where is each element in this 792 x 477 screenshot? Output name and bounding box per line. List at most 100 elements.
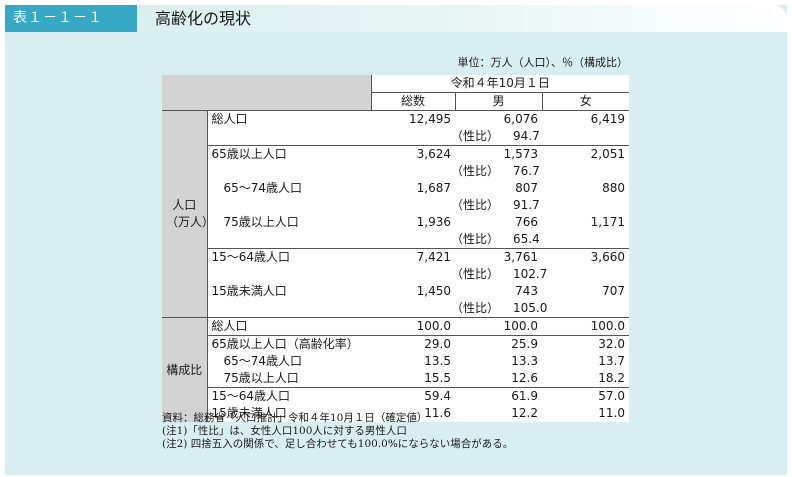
header-blank-cell xyxy=(162,75,371,111)
ratio-female-blank xyxy=(542,231,629,249)
sex-ratio-cell: （性比） 102.7 xyxy=(451,266,547,283)
col-header-total: 総数 xyxy=(370,92,455,111)
ratio-row: （性比） 76.7 xyxy=(162,163,629,180)
note-2: (注2) 四捨五入の関係で、足し合わせても100.0%にならない場合がある。 xyxy=(162,438,514,450)
female-value: 3,660 xyxy=(542,248,630,266)
row-label: 15～64歳人口 xyxy=(207,248,371,283)
female-value: 6,419 xyxy=(590,112,626,126)
date-header: 令和４年10月１日 xyxy=(370,75,630,93)
group-label-line2: （万人） xyxy=(166,215,215,229)
sex-ratio-cell: （性比） 91.7 xyxy=(451,197,542,214)
female-value: 11.0 xyxy=(598,406,626,420)
row-label: 15～64歳人口 xyxy=(207,387,371,405)
table-row: 65～74歳人口 1,687 807 880 xyxy=(162,180,629,214)
ratio-row: （性比） 94.7 xyxy=(162,128,629,146)
table-row: 65～74歳人口 13.5 13.3 13.7 xyxy=(162,353,629,370)
table-row: 65歳以上人口 3,624 1,573 2,051 xyxy=(162,145,630,180)
sex-ratio-value: 105.0 xyxy=(513,301,548,315)
row-label: 65歳以上人口（高齢化率） xyxy=(207,335,371,353)
note-source: 資料：総務省「人口推計」令和４年10月１日（確定値） xyxy=(162,412,428,424)
ratio-total-blank xyxy=(371,266,455,283)
table-row: 15～64歳人口 7,421 3,761 3,660 xyxy=(162,248,630,283)
total-value: 11.6 xyxy=(424,406,451,420)
table-notes: 資料：総務省「人口推計」令和４年10月１日（確定値） (注1)「性比」は、女性人… xyxy=(162,412,513,451)
female-value: 13.7 xyxy=(598,354,626,368)
figure-header: 表１－１－１ 高齢化の現状 xyxy=(5,5,787,32)
sex-ratio-label: （性比） xyxy=(451,232,500,246)
female-value: 32.0 xyxy=(542,335,630,353)
table-row: 構成比 総人口 100.0 100.0 100.0 xyxy=(162,317,630,422)
total-value: 12,495 xyxy=(409,112,451,126)
sex-ratio-value: 94.7 xyxy=(513,129,540,143)
ratio-row: （性比） 65.4 xyxy=(162,231,629,249)
table-row: 15歳未満人口 11.6 12.2 11.0 xyxy=(162,405,629,422)
total-value: 7,421 xyxy=(371,248,455,266)
unit-note: 単位：万人（人口）、％（構成比） xyxy=(457,56,629,69)
total-value: 1,450 xyxy=(416,284,451,298)
ratio-total-blank xyxy=(371,231,455,249)
row-label: 総人口 xyxy=(207,317,371,336)
male-value: 743 xyxy=(515,284,538,298)
total-value: 59.4 xyxy=(371,387,455,405)
row-label: 75歳以上人口 xyxy=(207,370,371,388)
table-row: 75歳以上人口 15.5 12.6 18.2 xyxy=(162,370,629,388)
total-value: 29.0 xyxy=(371,335,455,353)
sex-ratio-cell: （性比） 76.7 xyxy=(451,163,542,180)
total-value: 3,624 xyxy=(371,145,455,163)
sex-ratio-label: （性比） xyxy=(451,267,500,281)
row-label: 65歳以上人口 xyxy=(207,145,371,180)
group-label-line1: 人口 xyxy=(172,198,197,212)
ratio-total-blank xyxy=(371,128,455,146)
male-value: 6,076 xyxy=(503,112,538,126)
figure-title: 高齢化の現状 xyxy=(155,9,252,28)
total-value: 1,936 xyxy=(416,215,451,229)
male-value: 61.9 xyxy=(455,387,542,405)
table-row: 15歳未満人口 1,450 743 707 xyxy=(162,283,629,318)
population-table: 令和４年10月１日 総数 男 女 人口 （万人） 総人口 12,495 6,076 6,4… xyxy=(162,75,630,422)
male-value: 3,761 xyxy=(455,248,542,266)
female-value: 18.2 xyxy=(598,371,626,385)
ratio-female-blank xyxy=(542,300,629,318)
female-value: 2,051 xyxy=(542,145,630,163)
female-value: 100.0 xyxy=(542,317,630,336)
male-value: 25.9 xyxy=(455,335,542,353)
row-label: 総人口 xyxy=(207,110,371,146)
ratio-row: （性比） 105.0 xyxy=(162,300,629,318)
ratio-female-blank xyxy=(542,197,629,214)
figure-number: 表１－１－１ xyxy=(5,5,137,32)
table-row: 人口 （万人） 総人口 12,495 6,076 6,419 xyxy=(162,110,629,318)
male-value: 807 xyxy=(515,181,538,195)
male-value: 13.3 xyxy=(511,354,538,368)
ratio-total-blank xyxy=(371,163,455,180)
sex-ratio-value: 91.7 xyxy=(513,198,540,212)
sex-ratio-cell: （性比） 105.0 xyxy=(451,300,547,318)
row-label: 15歳未満人口 xyxy=(207,405,371,422)
row-label: 15歳未満人口 xyxy=(207,283,371,318)
ratio-female-blank xyxy=(542,163,629,180)
ratio-total-blank xyxy=(371,197,455,214)
ratio-total-blank xyxy=(371,300,455,318)
male-value: 12.6 xyxy=(511,371,538,385)
sex-ratio-label: （性比） xyxy=(451,129,500,143)
sex-ratio-label: （性比） xyxy=(451,301,500,315)
note-1: (注1)「性比」は、女性人口100人に対する男性人口 xyxy=(162,425,407,437)
female-value: 707 xyxy=(602,284,626,298)
female-value: 880 xyxy=(602,181,626,195)
ratio-row: （性比） 91.7 xyxy=(162,197,629,214)
male-value: 1,573 xyxy=(455,145,542,163)
population-group-label: 人口 （万人） xyxy=(162,110,215,318)
ratio-row: （性比） 102.7 xyxy=(162,266,629,283)
female-value: 1,171 xyxy=(590,215,626,229)
male-value: 12.2 xyxy=(511,406,538,420)
population-section: 人口 （万人） 総人口 12,495 6,076 6,419 （性比） 94.7 65歳以上人口… xyxy=(162,110,630,318)
male-value: 766 xyxy=(515,215,538,229)
row-label: 65～74歳人口 xyxy=(207,353,371,370)
sex-ratio-value: 102.7 xyxy=(513,267,548,281)
table-row: 75歳以上人口 1,936 766 1,171 xyxy=(162,214,629,249)
table-row: 65歳以上人口（高齢化率） 29.0 25.9 32.0 xyxy=(162,335,630,353)
sex-ratio-cell: （性比） 94.7 xyxy=(451,128,542,146)
col-header-female: 女 xyxy=(542,92,630,111)
row-label: 75歳以上人口 xyxy=(207,214,371,249)
sex-ratio-label: （性比） xyxy=(451,164,500,178)
